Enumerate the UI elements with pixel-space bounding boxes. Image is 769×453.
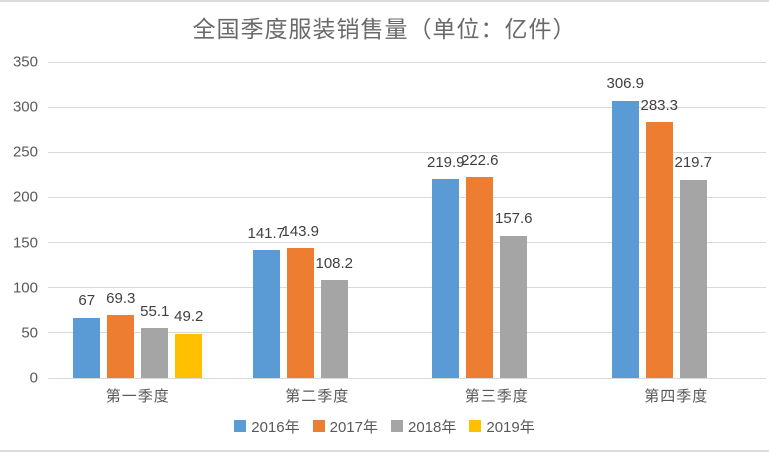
legend: 2016年 2017年 2018年 2019年	[0, 415, 769, 437]
y-tick-label: 50	[21, 324, 38, 342]
bar-value-label: 67	[78, 292, 96, 310]
legend-label: 2019年	[486, 418, 535, 436]
legend-swatch	[391, 420, 403, 432]
gridline	[48, 106, 766, 108]
legend-item: 2019年	[469, 416, 535, 437]
bar	[500, 235, 528, 378]
bar-value-label: 69.3	[106, 289, 136, 307]
bar-value-label: 108.2	[315, 254, 354, 272]
bar-value-label: 219.7	[674, 154, 713, 172]
category-label: 第三季度	[464, 388, 529, 405]
bar	[679, 179, 707, 378]
gridline	[48, 61, 766, 63]
bar-value-label: 143.9	[281, 222, 320, 240]
legend-swatch	[469, 420, 482, 432]
legend-item: 2018年	[391, 416, 456, 437]
top-border-line	[0, 0, 769, 2]
y-tick-label: 300	[12, 98, 38, 116]
bar-value-label: 219.9	[426, 153, 465, 171]
bar	[645, 122, 673, 378]
bar	[320, 280, 348, 378]
legend-label: 2018年	[408, 418, 457, 436]
gridline	[48, 196, 766, 198]
bar	[252, 250, 280, 378]
bar	[141, 328, 169, 378]
legend-label: 2016年	[251, 418, 300, 436]
legend-label: 2017年	[329, 418, 378, 436]
bar-value-label: 222.6	[460, 151, 499, 169]
gridline	[48, 332, 766, 334]
category-label: 第四季度	[644, 388, 709, 405]
bar	[73, 317, 101, 378]
bar-value-label: 283.3	[640, 96, 679, 114]
bar-value-label: 141.7	[247, 224, 286, 242]
bar	[611, 100, 639, 378]
legend-swatch	[234, 420, 247, 432]
bar	[286, 248, 314, 378]
plot-area: 67 69.3 55.1 49.2 141.7 143.9 108.2 219.9 222.6 1…	[48, 61, 766, 379]
y-tick-label: 0	[29, 369, 38, 387]
category-label: 第一季度	[105, 388, 170, 405]
bar	[466, 177, 494, 378]
bar-value-label: 55.1	[140, 302, 170, 320]
y-tick-label: 350	[12, 53, 38, 71]
bar	[107, 315, 135, 378]
bar-value-label: 157.6	[494, 210, 533, 228]
bar-value-label: 306.9	[606, 75, 645, 93]
gridline	[48, 287, 766, 289]
bar-value-label: 49.2	[174, 308, 204, 326]
category-label: 第二季度	[285, 388, 350, 405]
y-tick-label: 250	[12, 143, 38, 161]
bottom-border-line	[0, 450, 769, 452]
gridline	[48, 242, 766, 244]
legend-swatch	[312, 420, 325, 432]
x-axis: 第一季度 第二季度 第三季度 第四季度	[48, 385, 766, 405]
y-tick-label: 200	[12, 188, 38, 206]
bar	[175, 333, 203, 378]
gridline	[48, 151, 766, 153]
y-tick-label: 150	[12, 234, 38, 252]
chart-title: 全国季度服装销售量（单位：亿件）	[192, 16, 577, 42]
gridline	[48, 377, 766, 379]
legend-item: 2016年	[234, 416, 300, 437]
legend-item: 2017年	[312, 416, 378, 437]
y-tick-label: 100	[12, 279, 38, 297]
y-axis: 0 50 100 150 200 250 300 350	[0, 54, 40, 387]
bar	[432, 179, 460, 378]
